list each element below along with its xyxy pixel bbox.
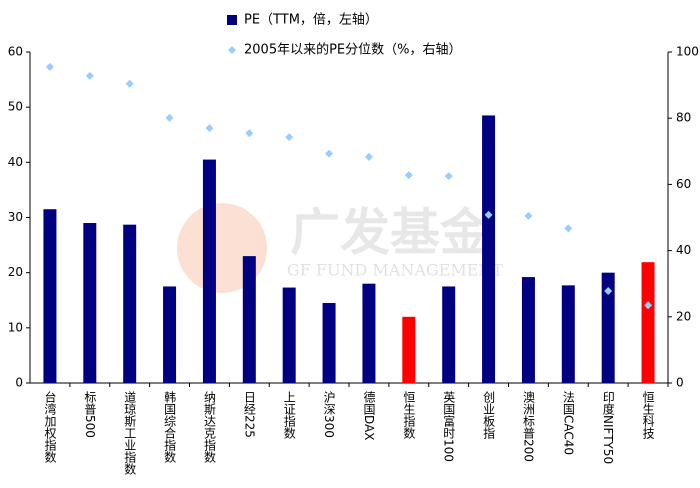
bar	[521, 277, 535, 383]
y-tick-label: 40	[8, 155, 23, 169]
x-tick-label: 创业板指	[482, 391, 496, 440]
bar	[561, 285, 575, 383]
x-tick-label: 法国CAC40	[561, 391, 575, 455]
point	[325, 149, 334, 158]
x-tick-label: 澳洲标普200	[521, 391, 535, 462]
y2-tick-label: 100	[676, 45, 699, 59]
x-tick-label: 纳斯达克指数	[202, 391, 216, 464]
point	[205, 124, 214, 133]
bar	[123, 224, 137, 383]
y-tick-label: 20	[8, 265, 23, 279]
x-tick-label: 标普500	[83, 391, 97, 438]
bar	[202, 159, 216, 383]
watermark-title: 广发基金	[290, 204, 491, 262]
point	[524, 211, 533, 220]
y-tick-label: 60	[8, 45, 23, 59]
point	[564, 224, 573, 233]
bar	[282, 287, 296, 383]
point	[404, 171, 413, 180]
y2-tick-label: 0	[676, 376, 684, 390]
y2-tick-label: 80	[676, 111, 691, 125]
point	[364, 152, 373, 161]
y-tick-label: 10	[8, 320, 23, 334]
bar	[83, 223, 97, 383]
point	[165, 113, 174, 122]
x-tick-label: 恒生指数	[402, 391, 416, 440]
legend-label: 2005年以来的PE分位数（%，右轴）	[244, 42, 462, 58]
watermark: 广发基金 GF FUND MANAGEMENT	[177, 203, 503, 293]
bar	[163, 286, 177, 383]
x-tick-label: 恒生科技	[641, 391, 655, 439]
y2-tick-label: 60	[676, 177, 691, 191]
x-tick-label: 英国富时100	[442, 391, 456, 462]
bar	[362, 283, 376, 383]
point	[245, 129, 254, 138]
point	[85, 71, 94, 80]
point	[45, 62, 54, 71]
x-tick-label: 韩国综合指数	[163, 390, 177, 464]
x-tick-label: 沪深300	[322, 391, 336, 438]
x-tick-label: 上证指数	[282, 391, 296, 440]
bar	[43, 209, 57, 383]
x-tick-label: 道琼斯工业指数	[123, 391, 137, 476]
bar	[242, 256, 256, 383]
point	[285, 133, 294, 142]
bar	[402, 316, 416, 383]
point	[444, 172, 453, 181]
bar	[641, 262, 655, 383]
point	[604, 286, 613, 295]
y-tick-label: 0	[15, 376, 23, 390]
y-tick-label: 50	[8, 100, 23, 114]
bar	[601, 272, 615, 383]
bar	[482, 115, 496, 384]
legend-swatch	[227, 15, 237, 25]
point	[125, 79, 134, 88]
x-tick-label: 德国DAX	[362, 390, 376, 441]
x-tick-label: 日经225	[242, 391, 256, 438]
y-tick-label: 30	[8, 210, 23, 224]
legend-swatch	[228, 46, 236, 54]
bar	[442, 286, 456, 383]
x-tick-label: 台湾加权指数	[43, 390, 57, 464]
y2-tick-label: 20	[676, 309, 691, 323]
point	[644, 301, 653, 310]
legend-label: PE（TTM，倍，左轴）	[244, 13, 378, 28]
watermark-subtitle: GF FUND MANAGEMENT	[287, 261, 503, 280]
y2-tick-label: 40	[676, 243, 691, 257]
point	[484, 210, 493, 219]
x-tick-label: 印度NIFTY50	[601, 391, 615, 465]
bar	[322, 303, 336, 383]
